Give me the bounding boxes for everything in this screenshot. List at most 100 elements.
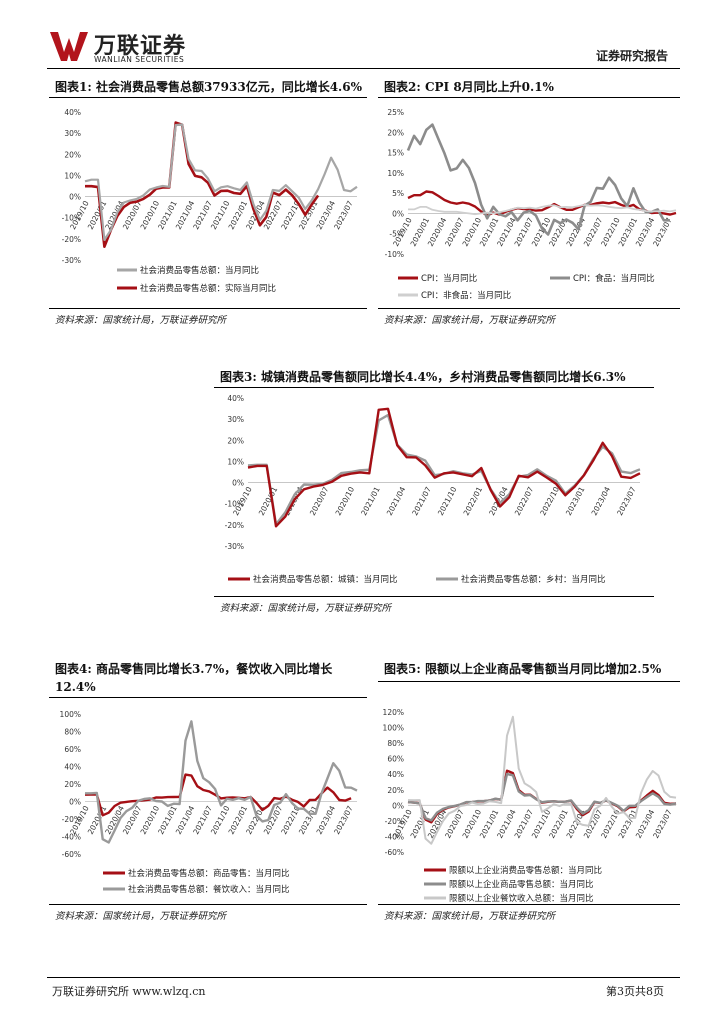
c1-ytick: -10% — [62, 214, 81, 223]
logo-en: WANLIAN SECURITIES — [94, 55, 185, 64]
fig3-title: 图表3: 城镇消费品零售额同比增长4.4%，乡村消费品零售额同比增长6.3% — [220, 370, 626, 384]
c4-legend-label: 社会消费品零售总额：餐饮收入：当月同比 — [128, 884, 290, 895]
fig2-top-rule — [378, 97, 680, 98]
c2-series-3 — [408, 204, 677, 216]
c2-ytick: -5% — [389, 230, 404, 239]
c4-ytick: -40% — [62, 833, 81, 842]
c3-ytick: 30% — [227, 415, 244, 424]
c2-ytick: 5% — [392, 189, 404, 198]
c5-ytick: 120% — [383, 708, 404, 717]
c3-series-1 — [247, 407, 641, 528]
c3-legend-label: 社会消费品零售总额：乡村：当月同比 — [461, 574, 606, 585]
c3-xtick: 2022/07 — [513, 485, 536, 517]
logo-cn: 万联证券 — [94, 34, 187, 59]
c3-ytick: -20% — [225, 521, 244, 530]
fig5-top-rule — [378, 681, 680, 682]
c4-ytick: -20% — [62, 815, 81, 824]
footer-rule — [47, 977, 680, 978]
fig2-bottom-rule — [378, 308, 680, 309]
c3-xtick: 2022/01 — [462, 485, 485, 517]
c1-legend-label: 社会消费品零售总额：当月同比 — [140, 265, 259, 276]
c1-ytick: 10% — [64, 171, 81, 180]
fig4-top-rule — [49, 697, 367, 698]
chart-3: 40%30%20%10%0%-10%-20%-30%2019/10 2020/01… — [225, 394, 641, 585]
c5-ytick: 40% — [387, 770, 404, 779]
c3-xtick: 2021/01 — [359, 485, 382, 517]
fig5-source: 资料来源：国家统计局，万联证券研究所 — [384, 911, 556, 922]
c2-ytick: -10% — [385, 250, 404, 259]
c3-xtick: 2021/04 — [385, 485, 408, 517]
c2-ytick: 15% — [387, 149, 404, 158]
c1-ytick: 40% — [64, 108, 81, 117]
c5-legend-label: 限额以上企业商品零售总额：当月同比 — [449, 879, 594, 890]
fig1-source: 资料来源：国家统计局，万联证券研究所 — [55, 315, 227, 326]
chart-1: 40%30%20%10%0%-10%-20%-30%2019/102020/01… — [62, 108, 358, 294]
c2-ytick: 25% — [387, 108, 404, 117]
c5-ytick: -60% — [385, 848, 404, 857]
c2-legend-label: CPI：食品：当月同比 — [573, 273, 655, 284]
c3-ytick: 20% — [227, 436, 244, 445]
c4-ytick: 40% — [64, 763, 81, 772]
fig1-top-rule — [49, 97, 367, 98]
c4-series-2 — [85, 720, 358, 844]
c5-legend-label: 限额以上企业餐饮收入总额：当月同比 — [449, 893, 594, 902]
c5-legend-label: 限额以上企业消费品零售总额：当月同比 — [449, 865, 602, 876]
c3-xtick: 2023/07 — [615, 485, 638, 517]
fig4-bottom-rule — [49, 904, 367, 905]
logo-mark — [50, 32, 88, 61]
c5-series-2 — [407, 772, 677, 822]
c5-series-3 — [407, 715, 677, 845]
c1-legend-label: 社会消费品零售总额：实际当月同比 — [140, 283, 276, 294]
c4-ytick: 100% — [60, 710, 81, 719]
c1-ytick: 20% — [64, 150, 81, 159]
fig5-title: 图表5: 限额以上企业商品零售额当月同比增加2.5% — [384, 662, 662, 676]
fig3-source: 资料来源：国家统计局，万联证券研究所 — [220, 603, 392, 614]
fig3-bottom-rule — [214, 596, 654, 597]
c2-ytick: 20% — [387, 128, 404, 137]
chart-5: 120%100%80%60%40%20%0%-20%-40%-60%2019/1… — [383, 708, 677, 902]
c3-xtick: 2023/04 — [590, 485, 613, 517]
fig2-title: 图表2: CPI 8月同比上升0.1% — [384, 80, 554, 94]
c2-series-1 — [407, 190, 677, 217]
c2-legend-label: CPI：非食品：当月同比 — [421, 290, 511, 301]
c2-series-2 — [406, 123, 670, 236]
c1-series-1 — [84, 123, 358, 241]
report-type: 证券研究报告 — [596, 49, 669, 63]
c5-ytick: 20% — [387, 786, 404, 795]
header-rule — [47, 68, 680, 69]
c2-ytick: 0% — [392, 209, 404, 218]
c3-legend-label: 社会消费品零售总额：城镇：当月同比 — [253, 574, 398, 585]
c3-xtick: 2021/10 — [436, 485, 459, 517]
logo: 万联证券 WANLIAN SECURITIES — [50, 30, 190, 64]
fig2-source: 资料来源：国家统计局，万联证券研究所 — [384, 315, 556, 326]
c5-ytick: 100% — [383, 724, 404, 733]
c3-ytick: -10% — [225, 500, 244, 509]
c3-xtick: 2020/10 — [334, 485, 357, 517]
c3-ytick: -30% — [225, 542, 244, 551]
c3-xtick: 2020/01 — [257, 485, 280, 517]
c4-ytick: 0% — [69, 798, 81, 807]
c5-ytick: -20% — [385, 817, 404, 826]
c1-ytick: 0% — [69, 193, 81, 202]
c5-ytick: 80% — [387, 739, 404, 748]
chart-2: 25%20%15%10%5%0%-5%-10%2019/102020/01202… — [385, 108, 677, 301]
c1-ytick: -30% — [62, 256, 81, 265]
c3-xtick: 2020/07 — [308, 485, 331, 517]
footer-page: 第3页共8页 — [606, 985, 664, 998]
footer-left: 万联证券研究所 www.wlzq.cn — [52, 985, 206, 998]
c4-legend-label: 社会消费品零售总额：商品零售：当月同比 — [128, 868, 290, 879]
c1-series-2 — [85, 121, 320, 248]
c5-ytick: -40% — [385, 832, 404, 841]
chart-4: 100%80%60%40%20%0%-20%-40%-60%2019/10202… — [60, 710, 358, 895]
c1-ytick: -20% — [62, 235, 81, 244]
c3-ytick: 0% — [232, 479, 244, 488]
c3-xtick: 2023/01 — [564, 485, 587, 517]
c3-xtick: 2022/10 — [538, 485, 561, 517]
c3-ytick: 10% — [227, 457, 244, 466]
fig1-bottom-rule — [49, 308, 367, 309]
fig1-title: 图表1: 社会消费品零售总额37933亿元，同比增长4.6% — [55, 80, 362, 94]
c2-ytick: 10% — [387, 169, 404, 178]
fig4-source: 资料来源：国家统计局，万联证券研究所 — [55, 911, 227, 922]
c4-ytick: 60% — [64, 745, 81, 754]
c4-ytick: 80% — [64, 728, 81, 737]
